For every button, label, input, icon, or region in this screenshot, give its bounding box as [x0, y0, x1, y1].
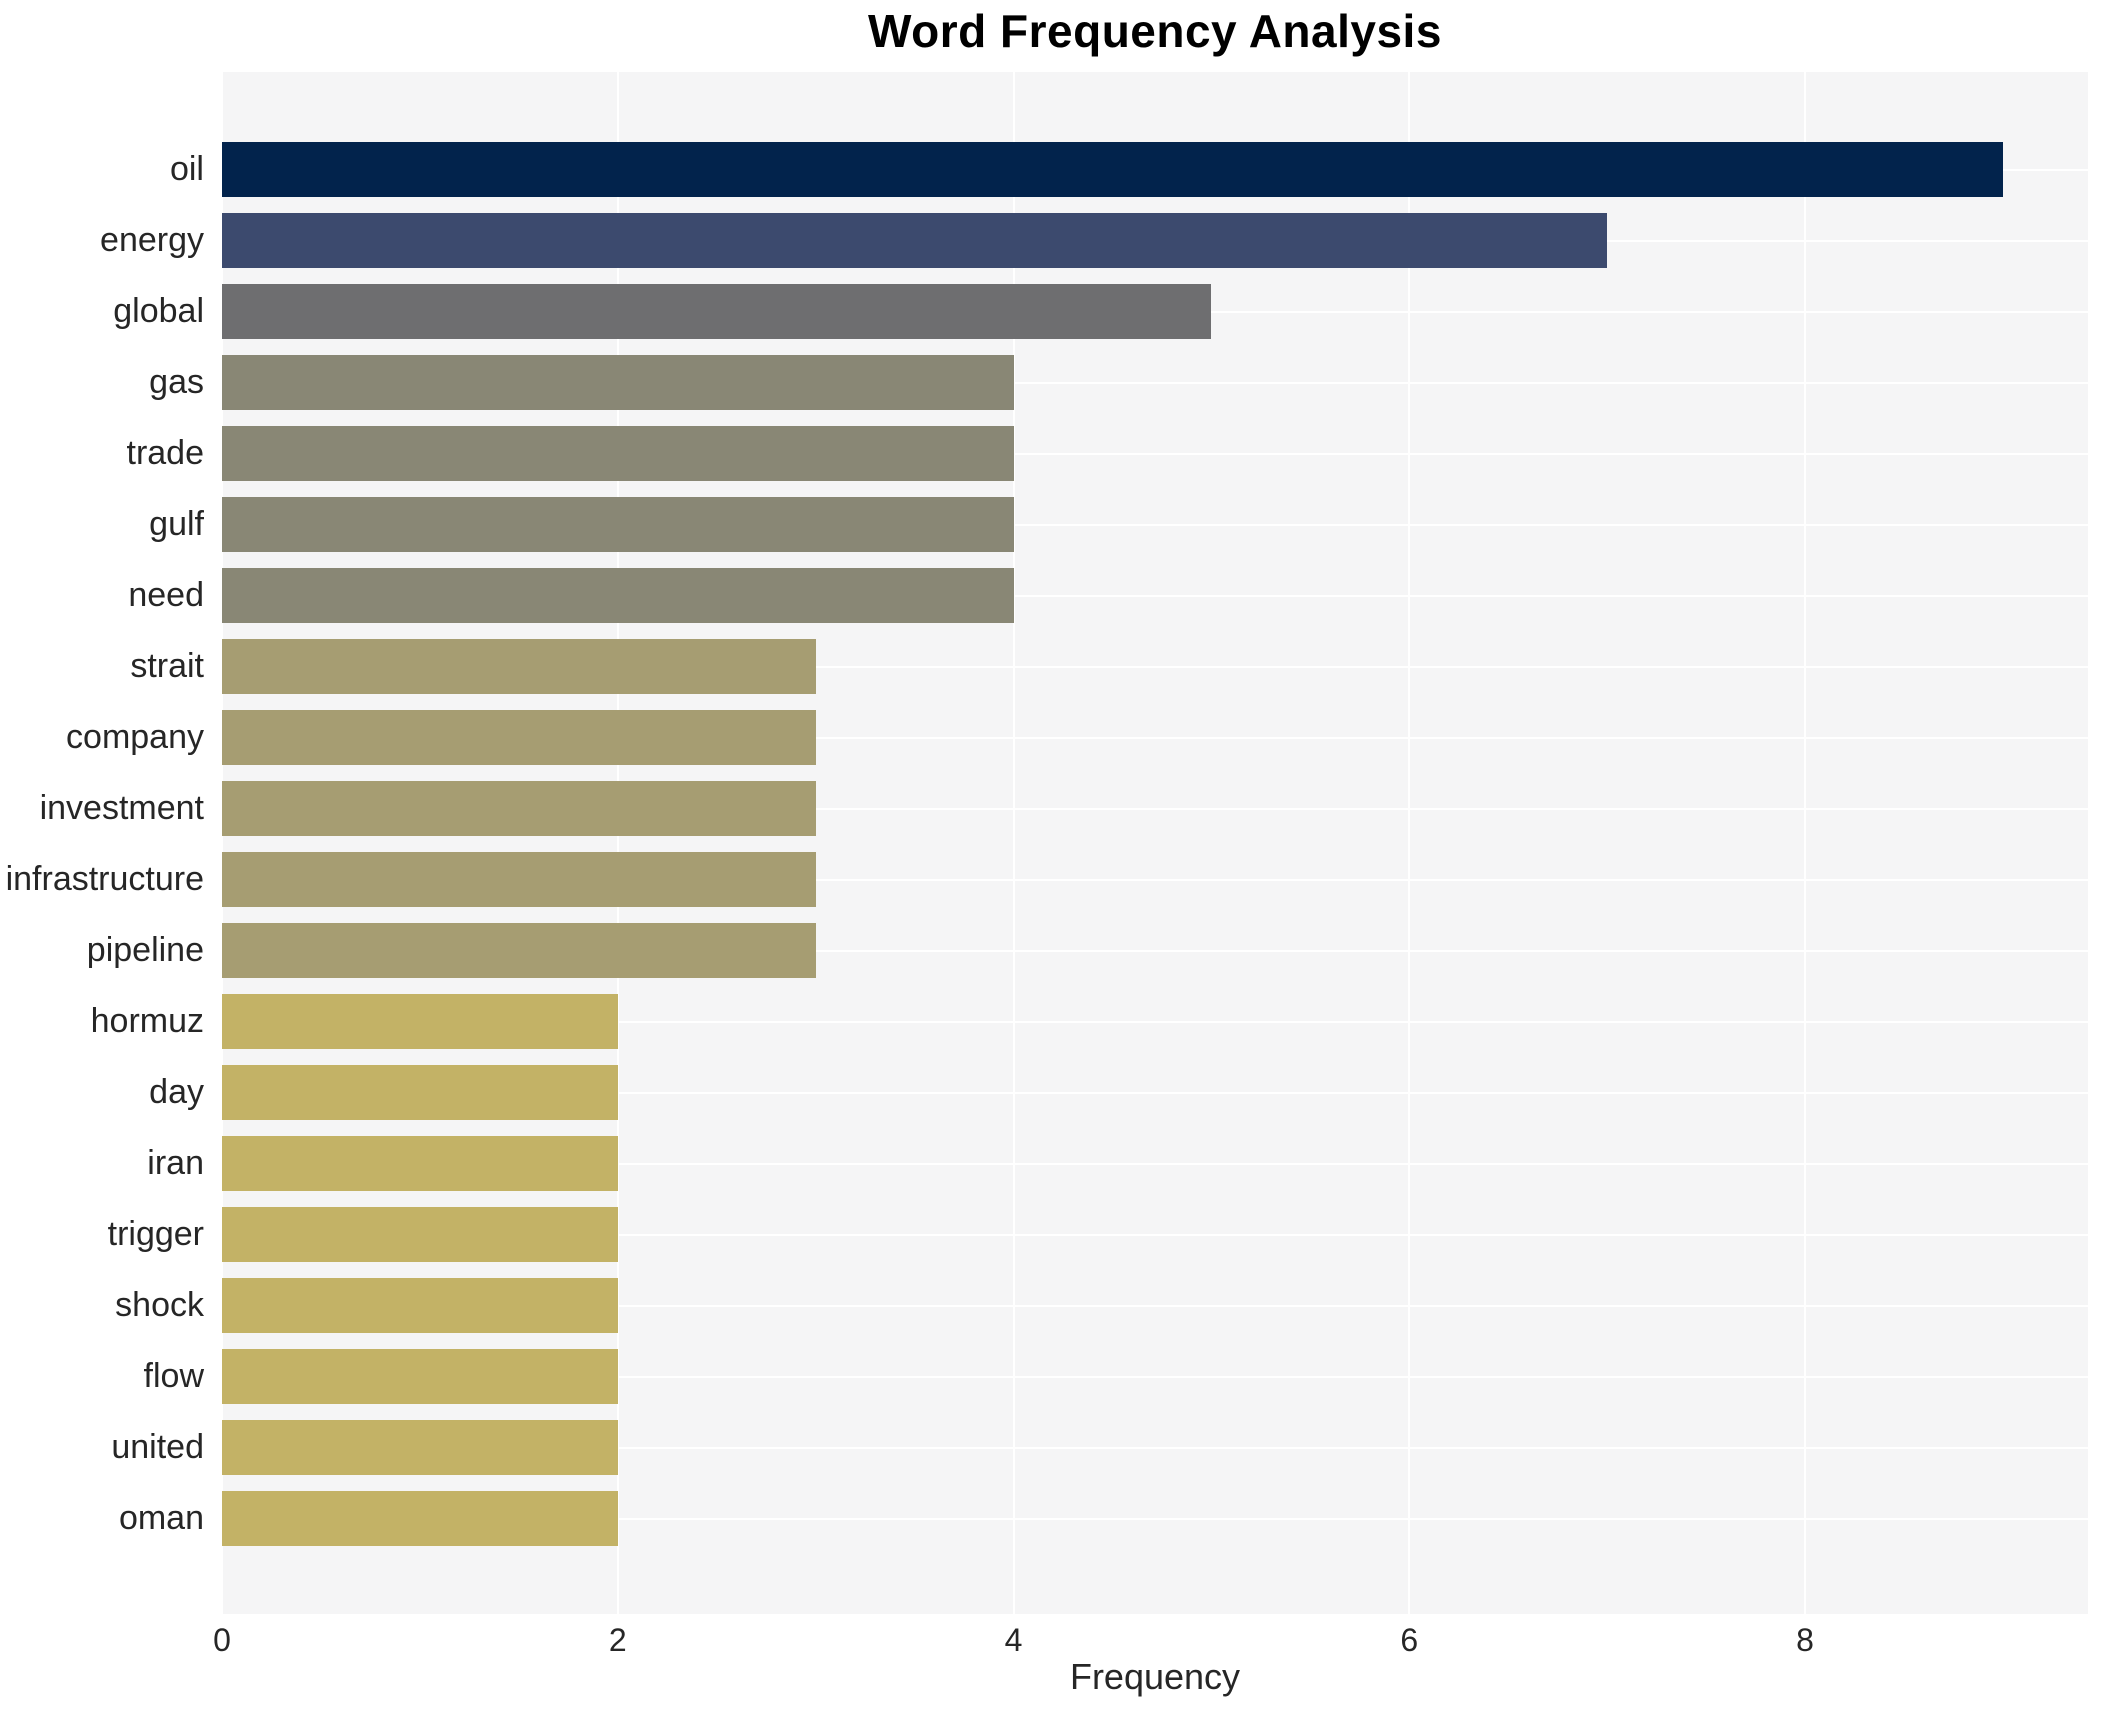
bar-row-global: [222, 276, 2088, 347]
category-label-hormuz: hormuz: [90, 1002, 204, 1040]
x-tick-label-6: 6: [1400, 1622, 1419, 1658]
gridline-vertical-x2: [616, 72, 619, 1614]
bar-row-shock: [222, 1270, 2088, 1341]
bar-row-hormuz: [222, 986, 2088, 1057]
category-label-iran: iran: [147, 1144, 204, 1182]
gridline-vertical-x4: [1012, 72, 1015, 1614]
x-axis-title: Frequency: [1069, 1656, 1241, 1697]
bar-row-strait: [222, 631, 2088, 702]
category-label-global: global: [113, 292, 204, 330]
category-label-united: united: [111, 1428, 204, 1466]
bar-row-gulf: [222, 489, 2088, 560]
bar-row-infrastructure: [222, 844, 2088, 915]
x-tick-label-4: 4: [1004, 1622, 1023, 1658]
gridline-horizontal: [222, 1020, 2088, 1023]
frequency-bar-gulf: [222, 497, 1014, 552]
gridline-horizontal: [222, 381, 2088, 384]
frequency-bar-oil: [222, 142, 2003, 197]
gridline-vertical-x8: [1804, 72, 1807, 1614]
gridline-horizontal: [222, 807, 2088, 810]
frequency-bar-infrastructure: [222, 852, 816, 907]
gridline-horizontal: [222, 1091, 2088, 1094]
bar-row-gas: [222, 347, 2088, 418]
frequency-bar-investment: [222, 781, 816, 836]
category-label-pipeline: pipeline: [86, 931, 204, 969]
frequency-bar-strait: [222, 639, 816, 694]
plot-area: [221, 72, 2088, 1614]
gridline-vertical-x6: [1408, 72, 1411, 1614]
gridline-vertical-x0: [221, 72, 223, 1614]
bar-row-oil: [222, 134, 2088, 205]
bar-row-need: [222, 560, 2088, 631]
bar-row-investment: [222, 773, 2088, 844]
gridline-horizontal: [222, 1446, 2088, 1449]
frequency-bar-global: [222, 284, 1212, 339]
x-tick-label-2: 2: [608, 1622, 627, 1658]
gridline-horizontal: [222, 1162, 2088, 1165]
gridline-horizontal: [222, 736, 2088, 739]
category-label-company: company: [66, 718, 204, 756]
gridline-horizontal: [222, 452, 2088, 455]
category-label-infrastructure: infrastructure: [5, 860, 204, 898]
gridline-horizontal: [222, 1304, 2088, 1307]
gridline-horizontal: [222, 523, 2088, 526]
bar-row-day: [222, 1057, 2088, 1128]
category-label-investment: investment: [39, 789, 204, 827]
frequency-bar-company: [222, 710, 816, 765]
category-label-gas: gas: [149, 363, 204, 401]
x-tick-label-8: 8: [1796, 1622, 1814, 1658]
bar-rows-container: [222, 134, 2088, 1554]
category-label-trade: trade: [126, 434, 205, 472]
category-label-shock: shock: [115, 1286, 204, 1324]
frequency-bar-pipeline: [222, 923, 816, 978]
category-label-energy: energy: [100, 221, 204, 259]
bar-row-trade: [222, 418, 2088, 489]
frequency-bar-gas: [222, 355, 1014, 410]
chart-title: Word Frequency Analysis: [868, 5, 1442, 57]
frequency-bar-need: [222, 568, 1014, 623]
bar-row-oman: [222, 1483, 2088, 1554]
category-label-oil: oil: [169, 150, 204, 188]
bar-row-energy: [222, 205, 2088, 276]
frequency-bar-iran: [222, 1136, 618, 1191]
category-label-strait: strait: [130, 647, 204, 685]
frequency-bar-united: [222, 1420, 618, 1475]
bar-row-company: [222, 702, 2088, 773]
frequency-bar-flow: [222, 1349, 618, 1404]
gridline-horizontal: [222, 1233, 2088, 1236]
gridline-horizontal: [222, 1517, 2088, 1520]
frequency-bar-trigger: [222, 1207, 618, 1262]
frequency-bar-trade: [222, 426, 1014, 481]
y-axis-labels: oil energy global gas trade gulf need strait com…: [0, 134, 204, 1554]
frequency-bar-shock: [222, 1278, 618, 1333]
bar-row-iran: [222, 1128, 2088, 1199]
category-label-gulf: gulf: [149, 505, 204, 543]
gridline-horizontal: [222, 594, 2088, 597]
category-label-flow: flow: [143, 1357, 204, 1395]
gridline-horizontal: [222, 665, 2088, 668]
x-tick-label-0: 0: [213, 1622, 231, 1658]
frequency-bar-oman: [222, 1491, 618, 1546]
gridline-horizontal: [222, 949, 2088, 952]
bar-row-pipeline: [222, 915, 2088, 986]
bar-row-flow: [222, 1341, 2088, 1412]
bar-row-trigger: [222, 1199, 2088, 1270]
bar-row-united: [222, 1412, 2088, 1483]
category-label-oman: oman: [118, 1499, 204, 1537]
frequency-bar-energy: [222, 213, 1608, 268]
gridline-horizontal: [222, 1375, 2088, 1378]
category-label-need: need: [128, 576, 204, 614]
gridline-horizontal: [222, 878, 2088, 881]
category-label-day: day: [149, 1073, 204, 1111]
frequency-bar-hormuz: [222, 994, 618, 1049]
frequency-bar-day: [222, 1065, 618, 1120]
category-label-trigger: trigger: [107, 1215, 204, 1253]
